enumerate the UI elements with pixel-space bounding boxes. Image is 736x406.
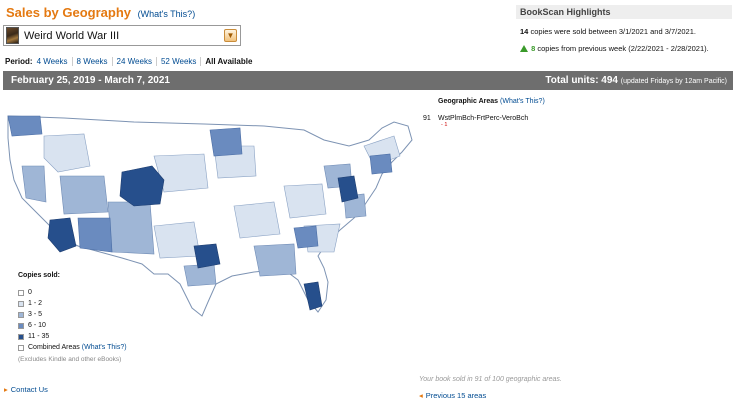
copies-count: 14 — [520, 27, 529, 36]
chevron-left-icon: ◂ — [419, 391, 423, 400]
date-range-band: February 25, 2019 - March 7, 2021 Total … — [3, 71, 733, 90]
legend-label: 6 - 10 — [28, 322, 46, 329]
geo-areas-header: Geographic Areas (What's This?) — [438, 98, 623, 105]
map-regions-light — [43, 133, 401, 259]
legend-label: 3 - 5 — [28, 311, 43, 318]
legend-title: Copies sold: — [18, 272, 61, 279]
arrow-up-icon — [520, 45, 528, 52]
period-4-weeks[interactable]: 4 Weeks — [36, 57, 68, 66]
geo-area-row[interactable]: 91 WstPlmBch-FrtPerc-VeroBch — [423, 115, 623, 122]
page-title: Sales by Geography (What's This?) — [6, 5, 195, 20]
previous-areas-label: Previous 15 areas — [425, 391, 487, 400]
period-52-weeks[interactable]: 52 Weeks — [155, 57, 200, 66]
geo-area-rank: 91 — [423, 115, 431, 122]
change-count: 8 — [531, 44, 536, 53]
period-8-weeks[interactable]: 8 Weeks — [71, 57, 112, 66]
legend-label: 11 - 35 — [28, 333, 50, 340]
legend-swatch — [18, 300, 24, 307]
map-regions-dark — [7, 115, 393, 253]
map-regions-darkest — [47, 165, 359, 311]
legend-combined-item: Combined Areas (What's This?) — [18, 342, 178, 353]
geo-areas-title: Geographic Areas — [438, 98, 499, 105]
highlights-title: BookScan Highlights — [516, 5, 732, 19]
chevron-down-icon[interactable]: ▼ — [224, 29, 237, 42]
bullet-icon: ▸ — [4, 385, 8, 394]
areas-summary: Your book sold in 91 of 100 geographic a… — [419, 376, 562, 383]
total-units-label: Total units: 494 — [545, 75, 618, 86]
legend-swatch — [18, 333, 24, 340]
legend-item: 3 - 5 — [18, 309, 178, 320]
previous-areas-link[interactable]: ◂ Previous 15 areas — [419, 391, 486, 400]
period-label: Period: — [5, 57, 33, 66]
page-title-text: Sales by Geography — [6, 5, 131, 20]
legend-item: 6 - 10 — [18, 320, 178, 331]
change-text: copies from previous week (2/22/2021 - 2… — [537, 44, 709, 53]
geo-area-name: WstPlmBch-FrtPerc-VeroBch — [438, 115, 529, 122]
contact-us-label: Contact Us — [10, 385, 48, 394]
geo-area-change: - 1 — [441, 122, 448, 128]
whats-this-link[interactable]: (What's This?) — [137, 9, 196, 19]
geo-whats-this-link[interactable]: (What's This?) — [500, 98, 545, 105]
legend-swatch — [18, 322, 24, 329]
total-units: Total units: 494 (updated Fridays by 12a… — [545, 75, 727, 86]
period-24-weeks[interactable]: 24 Weeks — [111, 57, 156, 66]
legend-label: 0 — [28, 289, 32, 296]
legend-swatch — [18, 311, 24, 318]
bookscan-highlights: BookScan Highlights 14 copies were sold … — [516, 5, 732, 53]
book-cover-thumbnail — [6, 27, 19, 44]
date-range: February 25, 2019 - March 7, 2021 — [11, 75, 170, 86]
period-selector: Period: 4 Weeks 8 Weeks 24 Weeks 52 Week… — [5, 57, 256, 66]
legend-swatch — [18, 289, 24, 296]
book-selector[interactable]: Weird World War III ▼ — [3, 25, 241, 46]
combined-whats-this-link[interactable]: (What's This?) — [81, 344, 127, 351]
period-all-available: All Available — [200, 57, 256, 66]
legend-swatch — [18, 344, 24, 351]
map-regions-medium — [21, 163, 367, 287]
contact-us-link[interactable]: ▸ Contact Us — [4, 385, 48, 394]
legend-item: 11 - 35 — [18, 331, 178, 342]
highlights-change-row: 8 copies from previous week (2/22/2021 -… — [516, 44, 732, 53]
copies-text: copies were sold between 3/1/2021 and 3/… — [530, 27, 696, 36]
legend-combined-label: Combined Areas — [28, 344, 80, 351]
legend-label: 1 - 2 — [28, 300, 43, 307]
legend-item: 0 — [18, 287, 178, 298]
legend-item: 1 - 2 — [18, 298, 178, 309]
book-title: Weird World War III — [24, 29, 120, 42]
us-sales-map[interactable] — [4, 106, 422, 321]
legend-note: (Excludes Kindle and other eBooks) — [18, 356, 122, 363]
geographic-areas-panel: Geographic Areas (What's This?) 91 WstPl… — [423, 98, 623, 128]
copies-sold-legend: Copies sold: 0 1 - 2 3 - 5 6 - 10 11 - 3… — [18, 272, 178, 363]
total-units-note: (updated Fridays by 12am Pacific) — [620, 78, 727, 85]
highlights-copies-row: 14 copies were sold between 3/1/2021 and… — [516, 27, 732, 36]
